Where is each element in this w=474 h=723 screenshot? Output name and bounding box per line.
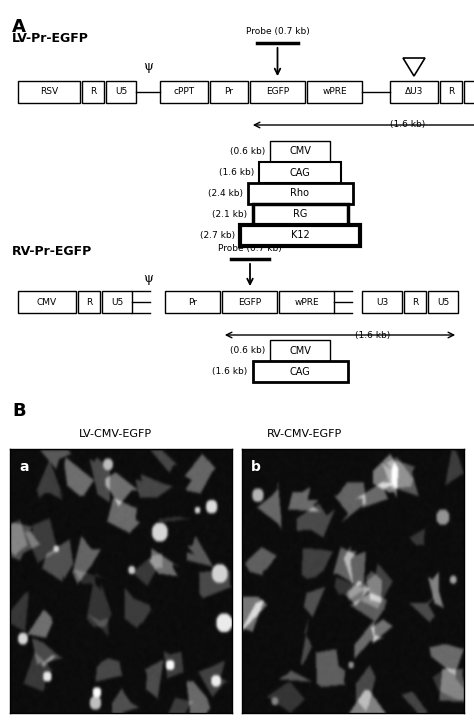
FancyBboxPatch shape xyxy=(18,291,76,313)
FancyBboxPatch shape xyxy=(250,81,305,103)
Text: (2.4 kb): (2.4 kb) xyxy=(208,189,243,198)
Text: RV-CMV-EGFP: RV-CMV-EGFP xyxy=(267,429,343,439)
Text: cPPT: cPPT xyxy=(173,87,194,96)
FancyBboxPatch shape xyxy=(160,81,208,103)
FancyBboxPatch shape xyxy=(362,291,402,313)
Text: R: R xyxy=(448,87,454,96)
FancyBboxPatch shape xyxy=(78,291,100,313)
FancyBboxPatch shape xyxy=(18,81,80,103)
Text: Probe (0.7 kb): Probe (0.7 kb) xyxy=(246,27,310,36)
FancyBboxPatch shape xyxy=(404,291,426,313)
Text: R: R xyxy=(86,297,92,307)
Text: CAG: CAG xyxy=(290,168,310,178)
Text: K12: K12 xyxy=(291,231,310,241)
Text: Rho: Rho xyxy=(291,189,310,199)
FancyBboxPatch shape xyxy=(253,361,347,382)
Text: Probe (0.7 kb): Probe (0.7 kb) xyxy=(218,244,282,253)
FancyBboxPatch shape xyxy=(428,291,458,313)
FancyBboxPatch shape xyxy=(106,81,136,103)
FancyBboxPatch shape xyxy=(390,81,438,103)
Text: ψ: ψ xyxy=(143,272,153,285)
Text: (2.1 kb): (2.1 kb) xyxy=(212,210,247,219)
Text: U5: U5 xyxy=(115,87,127,96)
FancyBboxPatch shape xyxy=(270,141,330,162)
Text: ψ: ψ xyxy=(143,60,153,73)
FancyBboxPatch shape xyxy=(279,291,334,313)
FancyBboxPatch shape xyxy=(240,225,360,246)
Text: LV-CMV-EGFP: LV-CMV-EGFP xyxy=(78,429,152,439)
Text: (1.6 kb): (1.6 kb) xyxy=(212,367,247,376)
FancyBboxPatch shape xyxy=(270,340,330,361)
Text: (2.7 kb): (2.7 kb) xyxy=(200,231,235,240)
Text: CMV: CMV xyxy=(289,147,311,156)
FancyBboxPatch shape xyxy=(102,291,132,313)
FancyBboxPatch shape xyxy=(259,162,341,183)
Text: U5: U5 xyxy=(111,297,123,307)
FancyBboxPatch shape xyxy=(253,204,347,225)
FancyBboxPatch shape xyxy=(247,183,353,204)
Text: (0.6 kb): (0.6 kb) xyxy=(230,346,265,355)
Text: wPRE: wPRE xyxy=(294,297,319,307)
Text: (0.6 kb): (0.6 kb) xyxy=(230,147,265,156)
Text: b: b xyxy=(251,460,261,474)
Text: EGFP: EGFP xyxy=(238,297,261,307)
Text: (1.6 kb): (1.6 kb) xyxy=(390,121,425,129)
Text: Pr: Pr xyxy=(188,297,197,307)
Text: B: B xyxy=(12,402,26,420)
Text: U5: U5 xyxy=(473,87,474,96)
Text: a: a xyxy=(19,460,28,474)
Text: (1.6 kb): (1.6 kb) xyxy=(219,168,254,177)
FancyBboxPatch shape xyxy=(222,291,277,313)
Text: RV-Pr-EGFP: RV-Pr-EGFP xyxy=(12,244,92,257)
Text: CMV: CMV xyxy=(37,297,57,307)
Text: U5: U5 xyxy=(437,297,449,307)
Text: RSV: RSV xyxy=(40,87,58,96)
FancyBboxPatch shape xyxy=(440,81,462,103)
Text: RG: RG xyxy=(293,210,307,220)
FancyBboxPatch shape xyxy=(210,81,248,103)
Text: LV-Pr-EGFP: LV-Pr-EGFP xyxy=(12,32,89,45)
FancyBboxPatch shape xyxy=(165,291,220,313)
Text: A: A xyxy=(12,18,26,36)
Text: wPRE: wPRE xyxy=(322,87,347,96)
FancyBboxPatch shape xyxy=(307,81,362,103)
Text: CAG: CAG xyxy=(290,367,310,377)
Text: (1.6 kb): (1.6 kb) xyxy=(355,330,390,340)
Text: U3: U3 xyxy=(376,297,388,307)
FancyBboxPatch shape xyxy=(82,81,104,103)
Text: CMV: CMV xyxy=(289,346,311,356)
Text: EGFP: EGFP xyxy=(266,87,289,96)
Text: Pr: Pr xyxy=(225,87,234,96)
Text: R: R xyxy=(412,297,418,307)
Text: ΔU3: ΔU3 xyxy=(405,87,423,96)
FancyBboxPatch shape xyxy=(464,81,474,103)
Text: R: R xyxy=(90,87,96,96)
